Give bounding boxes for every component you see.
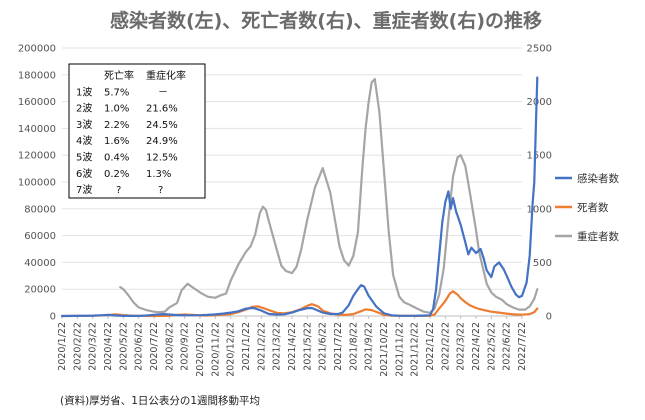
x-tick-label: 2020/11/22 [210, 322, 221, 377]
x-tick-label: 2021/10/22 [379, 322, 390, 377]
x-tick-label: 2020/3/22 [88, 322, 99, 371]
x-tick-label: 2022/3/22 [456, 322, 467, 371]
table-cell: 0.2% [104, 169, 129, 180]
table-cell: 1.0% [104, 104, 129, 115]
x-tick-label: 2022/2/22 [440, 322, 451, 371]
table-cell: 3波 [76, 118, 92, 131]
x-tick-label: 2020/10/22 [195, 322, 206, 377]
x-tick-label: 2020/12/22 [226, 322, 237, 377]
x-tick-label: 2020/6/22 [134, 322, 145, 371]
table-cell: － [158, 87, 168, 98]
x-tick-label: 2022/5/22 [486, 322, 497, 371]
table-cell: 12.5% [146, 153, 178, 164]
x-tick-label: 2021/12/22 [410, 322, 421, 377]
table-cell: 21.6% [146, 104, 178, 115]
left-tick-label: 180000 [18, 70, 56, 81]
table-cell: ? [158, 185, 163, 196]
table-header: 重症化率 [146, 69, 186, 82]
legend-label: 感染者数 [577, 172, 619, 185]
x-tick-label: 2021/6/22 [318, 322, 329, 371]
table-cell: 7波 [76, 183, 92, 196]
x-tick-label: 2021/5/22 [302, 322, 313, 371]
left-tick-label: 200000 [18, 44, 56, 55]
x-tick-label: 2020/9/22 [180, 322, 191, 371]
right-tick-label: 1000 [527, 204, 552, 215]
x-tick-label: 2020/1/22 [57, 322, 68, 371]
x-tick-label: 2020/5/22 [118, 322, 129, 371]
table-cell: 2.2% [104, 120, 129, 131]
table-cell: 5.7% [104, 87, 129, 98]
x-tick-label: 2021/7/22 [333, 322, 344, 371]
right-axis-ticks: 0 500 1000 1500 2000 2500 [527, 44, 552, 323]
table-cell: 1.3% [146, 169, 171, 180]
table-cell: 4波 [76, 134, 92, 147]
x-tick-label: 2020/8/22 [164, 322, 175, 371]
x-tick-label: 2021/4/22 [287, 322, 298, 371]
x-tick-label: 2021/3/22 [272, 322, 283, 371]
left-tick-label: 140000 [18, 124, 56, 135]
table-cell: 1.6% [104, 136, 129, 147]
left-tick-label: 20000 [24, 285, 56, 296]
table-cell: 24.5% [146, 120, 178, 131]
left-tick-label: 60000 [24, 231, 56, 242]
left-tick-label: 80000 [24, 204, 56, 215]
x-tick-label: 2021/9/22 [364, 322, 375, 371]
table-cell: 0.4% [104, 153, 129, 164]
right-tick-label: 2000 [527, 97, 552, 108]
x-tick-label: 2021/1/22 [241, 322, 252, 371]
rate-table: 死亡率 重症化率 1波 5.7% － 2波 1.0% 21.6% 3波 2.2% 24.5% 4波 1.… [68, 63, 206, 199]
table-cell: 2波 [76, 102, 92, 115]
x-tick-label: 2022/4/22 [471, 322, 482, 371]
left-tick-label: 120000 [18, 151, 56, 162]
x-tick-label: 2022/1/22 [425, 322, 436, 371]
x-tick-label: 2021/8/22 [348, 322, 359, 371]
left-tick-label: 40000 [24, 258, 56, 269]
legend-label: 重症者数 [577, 230, 619, 243]
legend-label: 死者数 [577, 201, 609, 214]
series-line-2 [119, 78, 539, 314]
left-tick-label: 100000 [18, 178, 56, 189]
right-tick-label: 500 [533, 258, 552, 269]
x-tick-label: 2021/2/22 [256, 322, 267, 371]
right-tick-label: 2500 [527, 44, 552, 55]
table-cell: 1波 [76, 85, 92, 98]
table-cell: 5波 [76, 151, 92, 164]
table-cell: 6波 [76, 167, 92, 180]
right-tick-label: 0 [546, 312, 552, 323]
series-layer [60, 76, 539, 318]
x-tick-label: 2020/2/22 [72, 322, 83, 371]
right-tick-label: 1500 [527, 151, 552, 162]
x-tick-label: 2020/4/22 [103, 322, 114, 371]
x-axis-ticks: 2020/1/22 2020/2/22 2020/3/22 2020/4/22 2020… [57, 316, 528, 377]
chart-title: 感染者数(左)、死亡者数(右)、重症者数(右)の推移 [110, 9, 542, 32]
table-cell: 24.9% [146, 136, 178, 147]
source-note: (資料)厚労省、1日公表分の1週間移動平均 [60, 394, 260, 407]
series-line-0 [60, 76, 539, 318]
x-tick-label: 2022/6/22 [502, 322, 513, 371]
left-axis-ticks: 0 20000 40000 60000 80000 100000 120000 140000 1… [18, 44, 56, 323]
x-tick-label: 2020/7/22 [149, 322, 160, 371]
x-tick-label: 2021/11/22 [394, 322, 405, 377]
x-tick-label: 2022/7/22 [517, 322, 528, 371]
table-frame [68, 63, 206, 199]
table-cell: ? [116, 185, 121, 196]
left-tick-label: 0 [50, 312, 56, 323]
table-header: 死亡率 [104, 69, 134, 82]
left-tick-label: 160000 [18, 97, 56, 108]
